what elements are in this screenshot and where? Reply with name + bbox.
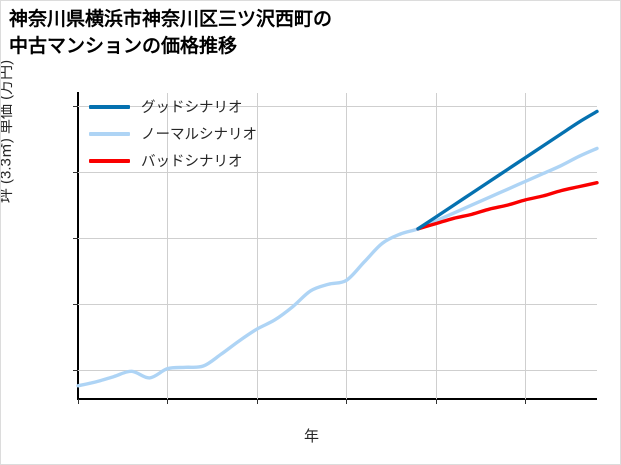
x-axis-spine [77,398,597,400]
chart-title: 神奈川県横浜市神奈川区三ツ沢西町の 中古マンションの価格推移 [9,9,333,57]
y-tick-mark [73,370,78,371]
gridline-horizontal [78,370,597,371]
series-line [416,109,599,231]
x-tick-mark [78,399,79,404]
gridline-horizontal [78,172,597,173]
y-tick-mark [73,106,78,107]
y-tick-mark [73,172,78,173]
series-line [416,180,599,231]
x-tick-mark [167,399,168,404]
y-axis-label: 坪 (3.3㎡) 単価 (万円) [0,59,15,203]
y-tick-mark [73,238,78,239]
line-swatch-icon [89,131,130,136]
gridline-horizontal [78,106,597,107]
gridline-vertical [346,93,347,399]
gridline-vertical [167,93,168,399]
gridline-vertical [525,93,526,399]
x-axis-label: 年 [303,428,319,445]
gridline-vertical [257,93,258,399]
x-tick-mark [257,399,258,404]
series-lines [76,109,599,388]
legend-label: ノーマルシナリオ [141,127,257,143]
legend-label: バッドシナリオ [141,154,243,170]
gridline-horizontal [78,304,597,305]
legend-entry[interactable]: ノーマルシナリオ [89,125,257,143]
chart-legend: グッドシナリオ ノーマルシナリオ バッドシナリオ [89,94,257,170]
x-tick-mark [525,399,526,404]
line-swatch-icon [89,158,130,163]
plot-area: 100150200250300 200520102015202020252030 [73,93,599,404]
y-tick-mark [73,304,78,305]
gridline-horizontal [78,238,597,239]
x-tick-mark [346,399,347,404]
legend-entry[interactable]: バッドシナリオ [89,152,257,170]
gridline-vertical [436,93,437,399]
line-swatch-icon [89,104,130,109]
series-line [76,146,599,388]
y-axis-spine [77,92,79,400]
x-tick-mark [436,399,437,404]
legend-label: グッドシナリオ [141,100,243,116]
legend-entry[interactable]: グッドシナリオ [89,98,257,116]
